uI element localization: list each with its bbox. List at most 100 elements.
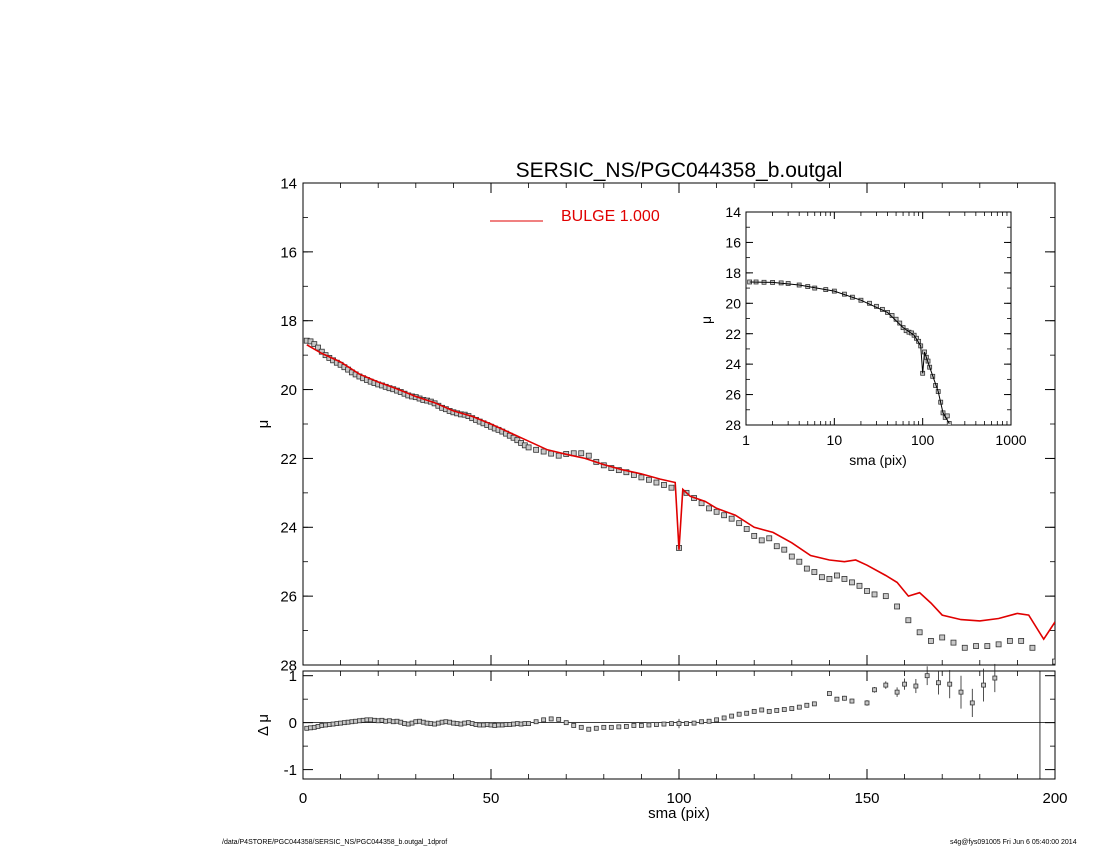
inset-model-line [749, 281, 950, 424]
data-point [631, 723, 637, 728]
x-tick-label: 100 [911, 432, 935, 448]
residual-y-axis-label: Δ μ [255, 714, 272, 736]
inset-y-axis-label: μ [698, 316, 714, 324]
data-point [883, 682, 889, 688]
footer-file-path: /data/P4STORE/PGC044358/SERSIC_NS/PGC044… [222, 839, 448, 846]
data-point [796, 558, 803, 565]
data-point [981, 682, 986, 688]
data-point [706, 505, 712, 512]
data-point [556, 716, 562, 722]
data-point [699, 719, 704, 725]
data-point [984, 643, 991, 649]
data-point [691, 720, 697, 726]
data-point [834, 572, 840, 579]
x-tick-label: 10 [827, 432, 843, 448]
data-point [714, 717, 719, 723]
data-point [623, 724, 629, 729]
data-point [1006, 638, 1013, 644]
data-point [541, 717, 547, 723]
y-tick-label: 20 [280, 382, 297, 399]
y-tick-label: 28 [280, 657, 297, 674]
data-point [818, 574, 825, 581]
data-point [555, 452, 562, 459]
y-axis-label: μ [255, 420, 272, 429]
data-point [864, 700, 870, 706]
data-point [872, 687, 877, 693]
y-tick-label: -1 [284, 762, 297, 779]
data-point [882, 593, 889, 600]
data-point [1052, 658, 1055, 665]
data-point [646, 476, 652, 483]
legend-label: BULGE 1.000 [561, 208, 660, 225]
data-point [936, 680, 941, 686]
inset-series [747, 279, 952, 425]
data-point [585, 452, 592, 459]
data-point [661, 721, 667, 727]
data-point [608, 724, 614, 730]
data-point [578, 724, 584, 730]
data-point [924, 673, 930, 679]
main-profile-panel: 14 16 18 20 22 24 26 28 μ BULGE 1.000 [255, 175, 1056, 674]
data-point [751, 708, 757, 714]
data-point [601, 724, 607, 730]
x-tick-label: 1000 [995, 432, 1026, 448]
data-point [533, 719, 539, 725]
data-point [947, 681, 953, 687]
data-point [676, 721, 682, 726]
y-tick-label: 18 [280, 313, 297, 330]
data-point [533, 446, 540, 453]
inset-background [746, 212, 1011, 425]
y-tick-label: 16 [725, 234, 741, 250]
data-point [856, 582, 863, 589]
y-tick-label: 18 [725, 265, 741, 281]
data-point [995, 641, 1002, 648]
data-point [540, 448, 547, 455]
data-point [766, 535, 773, 542]
y-tick-label: 0 [289, 715, 297, 732]
y-tick-label: 1 [289, 668, 297, 685]
data-point [721, 715, 727, 721]
data-point [751, 532, 758, 539]
data-point [661, 482, 667, 488]
y-tick-label: 14 [280, 175, 297, 192]
data-point [842, 695, 847, 701]
main-series [303, 337, 1055, 665]
data-point [871, 591, 878, 598]
data-point [525, 444, 532, 451]
data-point [669, 721, 674, 726]
data-point [586, 726, 592, 732]
data-point [916, 629, 923, 636]
x-tick-label: 150 [854, 790, 879, 807]
data-point [811, 701, 817, 707]
data-point [638, 474, 645, 481]
data-point [311, 341, 318, 348]
data-point [729, 713, 735, 719]
data-point [827, 691, 832, 696]
data-point [834, 696, 840, 702]
data-point [713, 508, 720, 515]
y-tick-label: 22 [280, 451, 297, 468]
data-point [315, 344, 321, 351]
data-point [788, 553, 795, 560]
data-point [668, 484, 675, 491]
x-tick-label: 0 [299, 790, 307, 807]
data-point [684, 721, 689, 726]
data-point [616, 724, 622, 730]
y-tick-label: 26 [280, 589, 297, 606]
data-point [811, 569, 818, 575]
data-point [706, 718, 712, 724]
data-point [766, 708, 772, 714]
data-point [781, 546, 788, 553]
data-point [902, 681, 907, 687]
data-point [736, 711, 742, 717]
data-point [721, 512, 728, 519]
y-tick-label: 26 [725, 387, 741, 403]
data-point [548, 716, 554, 722]
data-point [928, 638, 934, 644]
data-point [796, 704, 802, 710]
data-point [654, 722, 659, 727]
data-point [973, 643, 979, 649]
